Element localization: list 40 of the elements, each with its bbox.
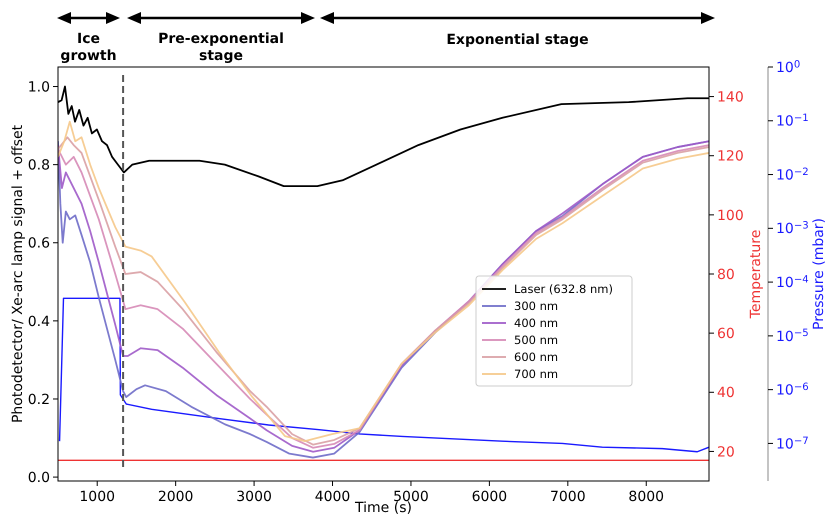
text: Ice growth xyxy=(60,31,117,64)
y-tick-label: 0.4 xyxy=(28,314,50,330)
y2-tick-label: 80 xyxy=(717,266,735,283)
y-tick-label: 1.0 xyxy=(28,79,50,96)
y3-tick-label: 10$^{−4}$ xyxy=(776,274,809,291)
legend-label: 600 nm xyxy=(514,350,558,364)
legend-label: 300 nm xyxy=(514,299,558,314)
x-tick-label: 2000 xyxy=(158,489,194,505)
y3-tick-label: 10$^{−5}$ xyxy=(776,328,809,345)
y3-tick-label: 10$^{−1}$ xyxy=(776,113,809,130)
legend-label: 500 nm xyxy=(514,333,558,348)
y3-tick-label: 10$^{−7}$ xyxy=(776,436,809,452)
y3-tick-label: 10$^{−6}$ xyxy=(776,382,809,399)
y-tick-label: 0.2 xyxy=(28,392,50,408)
legend-label: Laser (632.8 nm) xyxy=(514,282,613,296)
y2-tick-label: 60 xyxy=(717,326,735,342)
legend-label: 400 nm xyxy=(514,316,558,330)
x-tick-label: 4000 xyxy=(314,489,350,505)
x-tick-label: 7000 xyxy=(550,489,586,505)
x-tick-label: 1000 xyxy=(79,489,116,505)
text: Pre-exponential stage xyxy=(158,31,284,64)
y2-tick-label: 140 xyxy=(717,89,744,106)
y2-tick-label: 20 xyxy=(717,444,735,460)
x-tick-label: 3000 xyxy=(236,489,272,505)
y3-axis-title: Pressure (mbar) xyxy=(810,218,826,330)
y3-tick-label: 10$^{−3}$ xyxy=(776,220,809,238)
text: Exponential stage xyxy=(446,32,589,48)
y2-tick-label: 120 xyxy=(717,148,744,165)
x-tick-label: 6000 xyxy=(472,489,508,505)
y-axis-title: Photodetector/ Xe-arc lamp signal + offset xyxy=(10,124,26,424)
y3-tick-label: 10$^{0}$ xyxy=(776,59,800,76)
y-tick-label: 0.6 xyxy=(28,236,50,252)
y3-tick-label: 10$^{−2}$ xyxy=(776,166,809,184)
legend-label: 700 nm xyxy=(514,367,558,382)
y2-tick-label: 40 xyxy=(717,385,735,402)
y2-tick-label: 100 xyxy=(717,208,744,224)
y-tick-label: 0.0 xyxy=(28,470,50,486)
x-tick-label: 8000 xyxy=(628,489,664,505)
y-tick-label: 0.8 xyxy=(28,158,50,174)
y2-axis-title: Temperature xyxy=(748,230,764,320)
